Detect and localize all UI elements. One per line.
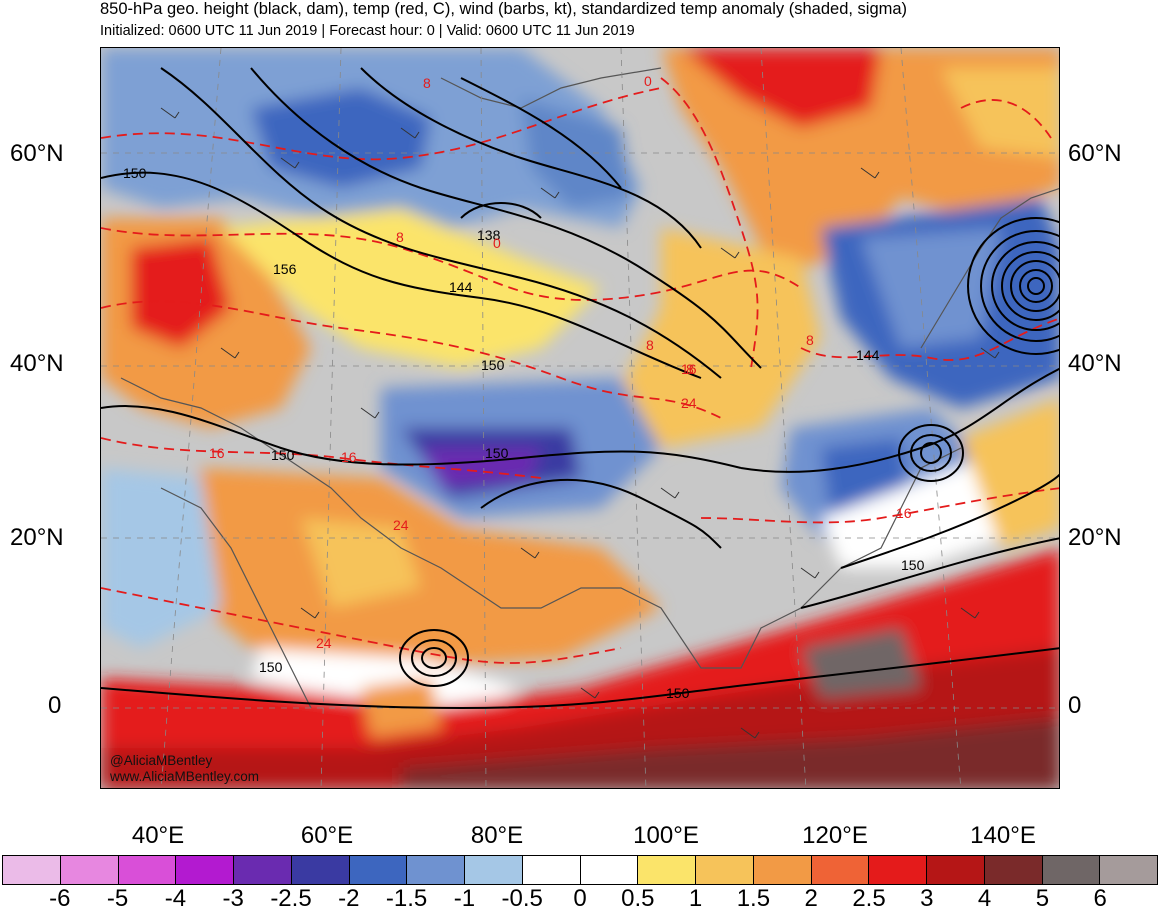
lon-label: 100°E bbox=[633, 822, 699, 849]
map-subtitle: Initialized: 0600 UTC 11 Jun 2019 | Fore… bbox=[100, 23, 635, 39]
colorbar-label: -2.5 bbox=[270, 885, 312, 912]
colorbar-label: -1 bbox=[453, 885, 476, 912]
temp-label: 8 bbox=[646, 337, 654, 353]
lat-label-left: 40°N bbox=[10, 350, 64, 377]
temp-label: 24 bbox=[393, 517, 409, 533]
colorbar-label: -3 bbox=[222, 885, 244, 912]
colorbar-label: 4 bbox=[977, 885, 992, 912]
lat-label-right: 60°N bbox=[1068, 140, 1122, 167]
colorbar-swatch bbox=[1042, 856, 1101, 884]
colorbar-swatch bbox=[984, 856, 1043, 884]
colorbar-label: -1.5 bbox=[385, 885, 428, 912]
temp-label: 16 bbox=[209, 445, 225, 461]
colorbar-swatch bbox=[927, 856, 985, 884]
height-label: 150 bbox=[481, 357, 505, 373]
credit-handle: @AliciaMBentley bbox=[110, 753, 213, 768]
colorbar-label: 0 bbox=[573, 885, 587, 912]
lat-label-left: 0 bbox=[48, 692, 62, 719]
colorbar-swatch bbox=[349, 856, 408, 884]
colorbar-label: 6 bbox=[1093, 885, 1107, 912]
height-label: 150 bbox=[901, 557, 925, 573]
temp-label: 16 bbox=[681, 361, 697, 377]
map-panel: 150 156 138 144 150 150 150 150 144 150 … bbox=[100, 47, 1060, 789]
height-label: 150 bbox=[271, 447, 295, 463]
colorbar-swatch bbox=[176, 856, 234, 884]
colorbar-label: 2.5 bbox=[852, 885, 886, 912]
colorbar-label: 5 bbox=[1035, 885, 1050, 912]
colorbar-label: 1 bbox=[688, 885, 703, 912]
anomaly-colorbar bbox=[2, 855, 1158, 885]
weather-map-canvas: 150 156 138 144 150 150 150 150 144 150 … bbox=[101, 48, 1059, 788]
height-label: 150 bbox=[259, 659, 283, 675]
temp-label: 0 bbox=[493, 235, 501, 251]
temp-label: 24 bbox=[681, 395, 697, 411]
colorbar-label: 2 bbox=[804, 885, 818, 912]
colorbar-swatch bbox=[869, 856, 927, 884]
colorbar-swatch bbox=[811, 856, 870, 884]
temp-label: 0 bbox=[644, 73, 652, 89]
wind-barbs bbox=[160, 107, 1000, 739]
colorbar-swatch bbox=[291, 856, 350, 884]
colorbar-label: -0.5 bbox=[501, 885, 543, 912]
colorbar-swatch bbox=[234, 856, 292, 884]
height-label: 156 bbox=[273, 261, 297, 277]
height-label: 150 bbox=[123, 165, 147, 181]
colorbar-label: -2 bbox=[338, 885, 360, 912]
lon-label: 140°E bbox=[970, 822, 1036, 849]
temp-label: 8 bbox=[423, 75, 431, 91]
colorbar-swatch bbox=[407, 856, 465, 884]
lon-label: 60°E bbox=[300, 822, 354, 849]
colorbar-label: 1.5 bbox=[736, 885, 771, 912]
credit-site: www.AliciaMBentley.com bbox=[110, 769, 260, 784]
temperature-contours bbox=[101, 77, 1059, 664]
lat-label-left: 20°N bbox=[10, 524, 64, 551]
colorbar-swatch bbox=[1100, 856, 1157, 884]
height-label: 144 bbox=[449, 279, 473, 295]
colorbar-label: 3 bbox=[920, 885, 934, 912]
graticule bbox=[101, 48, 1059, 788]
map-title: 850-hPa geo. height (black, dam), temp (… bbox=[100, 0, 908, 18]
anomaly-shading bbox=[101, 48, 1059, 788]
colorbar-swatch bbox=[753, 856, 812, 884]
colorbar-label: -5 bbox=[106, 885, 129, 912]
colorbar-swatch bbox=[118, 856, 177, 884]
temp-label: 8 bbox=[806, 332, 814, 348]
colorbar-swatch bbox=[580, 856, 639, 884]
contour-label-layer: 150 156 138 144 150 150 150 150 144 150 … bbox=[123, 73, 925, 701]
temp-label: 24 bbox=[316, 635, 332, 651]
height-label: 150 bbox=[666, 685, 690, 701]
colorbar-swatch bbox=[465, 856, 523, 884]
coastlines bbox=[120, 67, 1059, 709]
colorbar-label: -6 bbox=[49, 885, 71, 912]
height-label: 150 bbox=[485, 445, 509, 461]
temp-label: 8 bbox=[686, 361, 694, 377]
lat-label-left: 60°N bbox=[10, 140, 64, 167]
lat-label-right: 0 bbox=[1068, 692, 1082, 719]
height-label: 144 bbox=[856, 347, 880, 363]
colorbar-swatch bbox=[522, 856, 581, 884]
lon-label: 80°E bbox=[470, 822, 524, 849]
colorbar-label: 0.5 bbox=[621, 885, 655, 912]
lat-label-right: 40°N bbox=[1068, 350, 1122, 377]
colorbar-swatch bbox=[3, 856, 61, 884]
lat-label-right: 20°N bbox=[1068, 524, 1122, 551]
colorbar-swatch bbox=[638, 856, 696, 884]
height-label: 138 bbox=[477, 227, 501, 243]
temp-label: 16 bbox=[896, 505, 912, 521]
colorbar-label: -4 bbox=[164, 885, 187, 912]
lon-label: 120°E bbox=[802, 822, 868, 849]
colorbar-swatch bbox=[696, 856, 754, 884]
colorbar-swatch bbox=[60, 856, 119, 884]
temp-label: 16 bbox=[341, 449, 357, 465]
height-contours bbox=[101, 67, 1059, 710]
temp-label: 8 bbox=[396, 229, 404, 245]
lon-label: 40°E bbox=[131, 822, 185, 849]
